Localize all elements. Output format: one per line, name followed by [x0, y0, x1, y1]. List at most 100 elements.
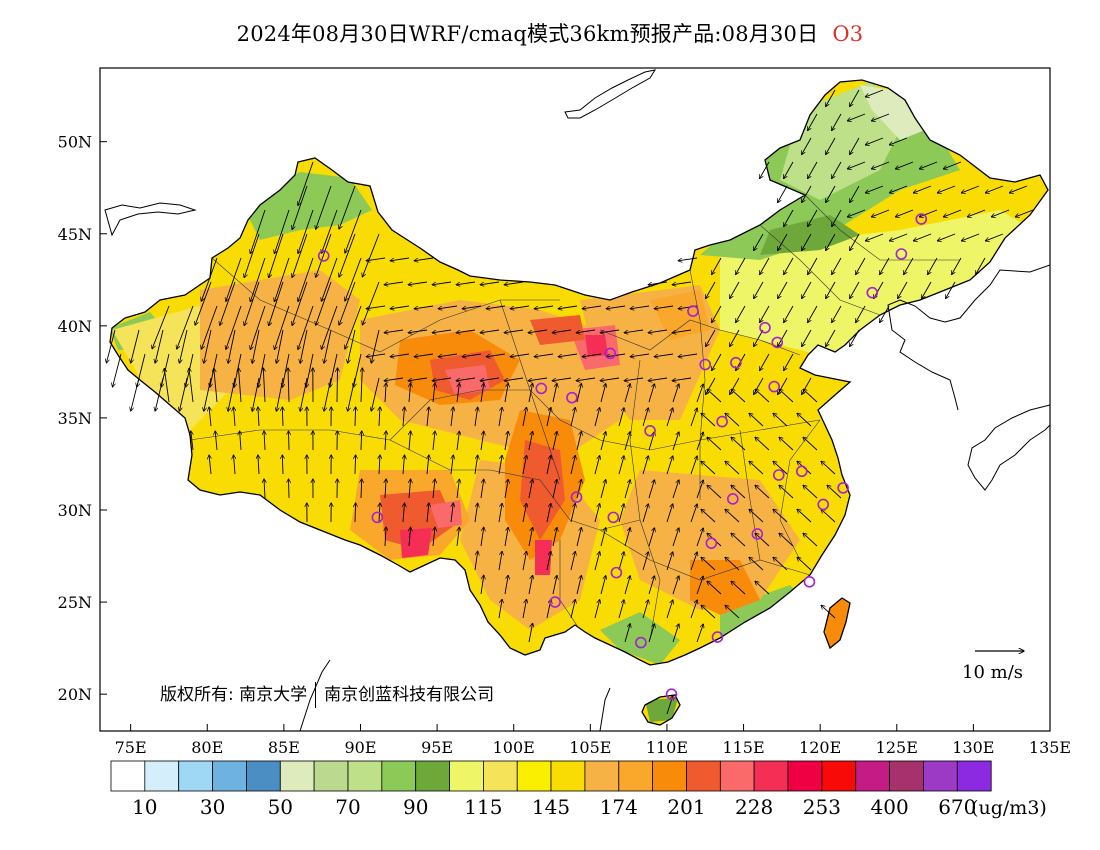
wind-arrow	[226, 257, 242, 301]
wind-arrow	[480, 377, 500, 381]
wind-arrow	[961, 185, 980, 193]
station-marker	[803, 576, 816, 588]
map-title: 2024年08月30日WRF/cmaq模式36km预报产品:08月30日 O3	[0, 18, 1100, 48]
wind-arrow	[498, 599, 502, 619]
wind-arrow	[131, 377, 140, 411]
wind-arrow	[474, 455, 478, 475]
wind-arrow	[409, 431, 411, 451]
wind-arrow	[826, 281, 836, 299]
wind-arrow	[895, 209, 914, 217]
wind-arrow	[712, 257, 722, 275]
wind-arrow	[847, 209, 866, 217]
wind-arrow	[618, 456, 624, 475]
wind-arrow	[832, 209, 842, 227]
wind-arrow	[408, 281, 428, 285]
wind-arrow	[480, 527, 484, 547]
colorbar-swatch	[313, 760, 349, 792]
wind-arrow	[292, 185, 308, 230]
wind-arrow	[779, 533, 794, 547]
wind-arrow	[504, 431, 508, 451]
lon-tick-label: 80E	[191, 738, 223, 757]
wind-arrow	[355, 503, 356, 523]
wind-arrow	[749, 557, 764, 571]
wind-arrow	[808, 257, 818, 275]
lon-tick-label: 100E	[493, 738, 535, 757]
wind-arrow	[889, 137, 908, 145]
colorbar-swatch	[652, 760, 687, 792]
wind-arrow	[189, 368, 194, 403]
colorbar-swatch	[584, 760, 620, 792]
wind-arrow	[480, 431, 484, 451]
wind-scale-label: 10 m/s	[962, 662, 1023, 683]
wind-arrow	[880, 257, 890, 275]
wind-arrow	[672, 281, 692, 285]
wind-arrow	[808, 209, 818, 227]
station-marker	[371, 511, 384, 524]
wind-arrow	[736, 257, 746, 275]
wind-arrow	[456, 383, 459, 403]
wind-arrow	[570, 504, 575, 523]
wind-arrow	[826, 137, 836, 155]
wind-arrow	[546, 551, 551, 571]
wind-arrow	[821, 461, 836, 475]
station-marker	[665, 688, 678, 700]
wind-arrow	[803, 485, 818, 499]
wind-arrow	[701, 557, 716, 571]
colorbar-swatch	[347, 760, 383, 792]
wind-arrow	[456, 377, 476, 381]
wind-arrow	[850, 233, 860, 251]
wind-arrow	[731, 581, 746, 595]
wind-arrow	[552, 383, 557, 403]
wind-arrow	[773, 509, 788, 523]
wind-arrow	[808, 161, 818, 179]
concentration-region	[200, 270, 360, 400]
wind-arrow	[922, 281, 932, 299]
wind-arrow	[462, 353, 482, 357]
wind-arrow	[209, 455, 211, 475]
wind-arrow	[725, 509, 740, 523]
wind-arrow	[624, 576, 630, 595]
wind-arrow	[528, 479, 533, 499]
longitude-axis: 75E 80E 85E 90E 95E 100E 105E 110E 115E 120E 125E 1…	[115, 724, 1071, 757]
wind-arrow	[450, 455, 453, 475]
wind-arrow	[552, 431, 557, 451]
wind-arrow	[558, 353, 578, 357]
wind-arrow	[802, 185, 812, 203]
wind-arrow	[730, 329, 740, 347]
wind-arrow	[666, 504, 673, 523]
wind-arrow	[522, 551, 527, 571]
wind-arrow	[624, 377, 644, 381]
lon-tick-label: 95E	[421, 738, 453, 757]
wind-arrow	[379, 407, 380, 427]
wind-arrow	[725, 557, 740, 571]
wind-arrow	[361, 479, 362, 499]
concentration-region	[620, 470, 800, 610]
wind-arrow	[498, 455, 502, 475]
wind-arrow	[263, 368, 265, 403]
wind-arrow	[832, 161, 842, 179]
wind-arrow	[690, 456, 697, 475]
wind-arrow	[797, 413, 812, 427]
wind-arrow	[209, 407, 211, 427]
wind-arrow	[731, 533, 746, 547]
wind-arrow	[803, 533, 818, 547]
wind-arrow	[292, 281, 308, 326]
wind-arrow	[827, 485, 842, 499]
station-marker	[705, 537, 718, 549]
wind-arrow	[648, 624, 655, 643]
wind-arrow	[904, 257, 914, 275]
wind-arrow	[690, 408, 697, 427]
wind-arrow	[850, 185, 860, 203]
lat-tick-label: 35N	[58, 409, 92, 428]
province-line	[499, 299, 561, 481]
wind-arrow	[654, 353, 674, 357]
lat-tick-label: 40N	[58, 317, 92, 336]
wind-arrow	[630, 305, 650, 309]
wind-arrow	[366, 305, 386, 309]
wind-arrow	[366, 353, 386, 357]
colorbar-swatch	[821, 760, 857, 792]
province-line	[599, 319, 801, 356]
wind-arrow	[300, 329, 308, 363]
wind-arrow	[736, 305, 746, 323]
wind-arrow	[339, 281, 356, 325]
